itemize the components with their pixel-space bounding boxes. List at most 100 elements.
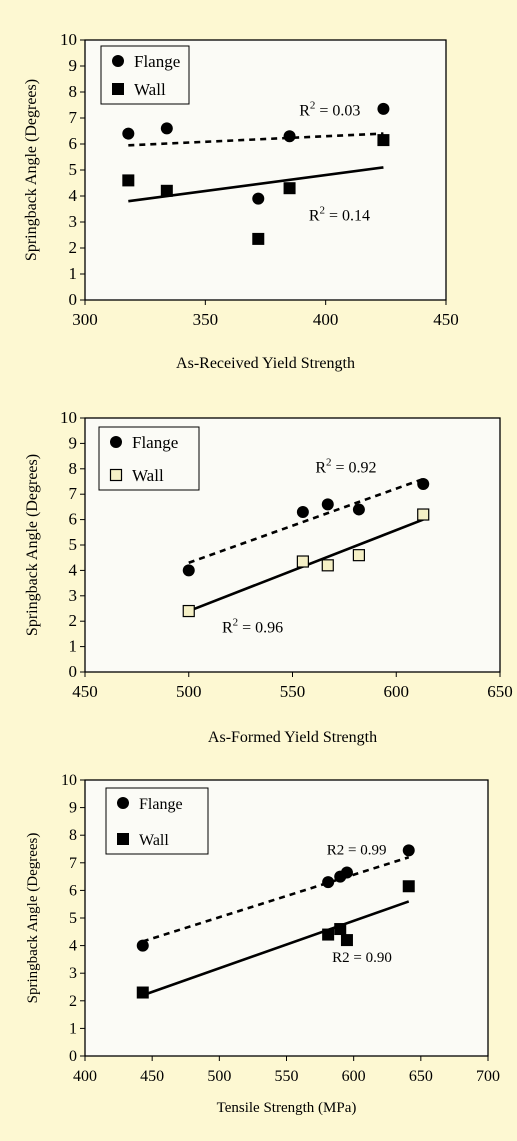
r-squared-annotation: R2 = 0.03 — [299, 99, 360, 119]
y-tick-label: 9 — [69, 433, 78, 452]
x-tick-label: 650 — [409, 1068, 433, 1085]
y-tick-label: 5 — [69, 160, 78, 179]
wall-point — [182, 604, 195, 618]
y-tick-label: 9 — [69, 56, 78, 75]
wall-point — [321, 559, 334, 572]
legend-flange-label: Flange — [132, 433, 178, 452]
y-tick-label: 3 — [69, 212, 78, 231]
x-tick-label: 450 — [72, 682, 98, 701]
flange-point — [352, 503, 365, 516]
chart-3: 0 1 2 3 4 5 6 7 8 9 10 400 450 500 550 600 650 700 Tensile… — [9, 758, 505, 1134]
legend-flange-marker — [117, 797, 129, 809]
y-tick-label: 3 — [69, 586, 78, 605]
legend-flange-label: Flange — [134, 52, 180, 71]
y-axis-label: Springback Angle (Degrees) — [25, 833, 41, 1004]
y-tick-label: 6 — [69, 134, 78, 153]
y-tick-label: 1 — [69, 1020, 77, 1037]
x-tick-label: 500 — [176, 682, 202, 701]
trendline-wall — [142, 900, 410, 997]
x-tick-label: 600 — [384, 682, 410, 701]
y-tick-label: 4 — [69, 186, 78, 205]
chart-2: 0 1 2 3 4 5 6 7 8 9 10 450 500 550 600 650 As-Formed Yie… — [9, 385, 513, 755]
y-tick-label: 8 — [69, 459, 78, 478]
y-tick-label: 1 — [69, 264, 78, 283]
x-tick-label: 400 — [313, 310, 339, 329]
flange-point — [322, 876, 335, 889]
y-tick-label: 0 — [69, 290, 78, 309]
y-tick-label: 3 — [69, 965, 77, 982]
y-tick-label: 10 — [60, 30, 77, 49]
y-tick-label: 7 — [69, 108, 78, 127]
flange-point — [321, 498, 334, 511]
trendline-flange — [128, 132, 384, 147]
y-tick-label: 6 — [69, 510, 78, 529]
wall-point — [377, 134, 390, 147]
y-tick-label: 2 — [69, 611, 78, 630]
wall-point — [340, 934, 353, 947]
y-tick-label: 6 — [69, 882, 77, 899]
y-tick-label: 7 — [69, 484, 78, 503]
x-tick-label: 600 — [342, 1068, 366, 1085]
flange-point — [252, 192, 265, 205]
x-tick-label: 650 — [487, 682, 513, 701]
trendline-flange — [142, 856, 410, 943]
legend: Flange Wall — [105, 787, 209, 855]
y-axis-label: Springback Angle (Degrees) — [23, 79, 40, 261]
x-tick-label: 350 — [193, 310, 219, 329]
y-tick-label: 0 — [69, 1048, 77, 1065]
legend-wall-marker — [109, 468, 123, 482]
x-tick-label: 400 — [73, 1068, 97, 1085]
y-tick-label: 1 — [69, 637, 78, 656]
wall-point — [160, 184, 173, 197]
y-tick-label: 2 — [69, 238, 78, 257]
legend-wall-marker — [112, 83, 124, 95]
y-tick-label: 8 — [69, 82, 78, 101]
y-tick-label: 0 — [69, 662, 78, 681]
y-axis-label: Springback Angle (Degrees) — [24, 454, 41, 636]
y-tick-label: 9 — [69, 800, 77, 817]
y-tick-label: 4 — [69, 560, 78, 579]
x-tick-label: 500 — [207, 1068, 231, 1085]
legend-wall-label: Wall — [134, 80, 166, 99]
r-squared-annotation: R2 = 0.99 — [327, 843, 387, 859]
x-tick-label: 450 — [140, 1068, 164, 1085]
r-squared-annotation: R2 = 0.92 — [315, 457, 376, 477]
wall-point — [417, 508, 430, 521]
y-tick-label: 8 — [69, 827, 77, 844]
legend-flange-marker — [110, 436, 122, 448]
flange-point — [283, 130, 296, 143]
wall-point — [122, 174, 135, 187]
x-axis-label: As-Received Yield Strength — [176, 355, 355, 372]
wall-point — [334, 923, 347, 936]
legend-wall-label: Wall — [132, 466, 164, 485]
chart-1: 0 1 2 3 4 5 6 7 8 9 10 300 350 400 450 As-Received Yiel… — [9, 12, 505, 372]
flange-point — [402, 844, 415, 857]
r-squared-annotation: R2 = 0.14 — [309, 205, 370, 225]
x-tick-label: 700 — [476, 1068, 500, 1085]
flange-point — [340, 866, 353, 879]
y-tick-label: 5 — [69, 535, 78, 554]
flange-point — [182, 564, 195, 577]
legend-wall-marker — [117, 833, 129, 845]
wall-point — [352, 549, 365, 562]
wall-point — [252, 232, 265, 245]
x-tick-label: 550 — [275, 1068, 299, 1085]
y-tick-label: 7 — [69, 855, 77, 872]
legend-flange-label: Flange — [139, 796, 183, 813]
r-squared-annotation: R2 = 0.96 — [222, 617, 283, 637]
legend-wall-label: Wall — [139, 832, 169, 849]
r-squared-annotation: R2 = 0.90 — [332, 950, 392, 966]
x-tick-label: 450 — [433, 310, 459, 329]
flange-point — [296, 505, 309, 518]
wall-point — [136, 986, 149, 999]
x-axis-label: Tensile Strength (MPa) — [217, 1100, 357, 1116]
flange-point — [136, 939, 149, 952]
flange-point — [160, 122, 173, 135]
wall-point — [402, 880, 415, 893]
trendline-flange — [188, 477, 424, 565]
legend: Flange Wall — [98, 426, 200, 491]
y-tick-label: 5 — [69, 910, 77, 927]
legend-flange-marker — [112, 55, 124, 67]
flange-point — [122, 127, 135, 140]
flange-point — [377, 102, 390, 115]
